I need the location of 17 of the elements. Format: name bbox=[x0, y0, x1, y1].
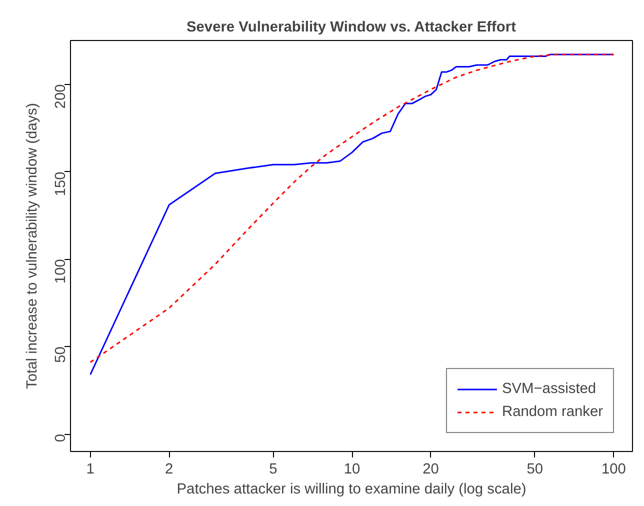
x-tick-label: 5 bbox=[269, 462, 278, 478]
y-tick-label: 0 bbox=[53, 434, 69, 442]
chart-title: Severe Vulnerability Window vs. Attacker Effort bbox=[186, 20, 516, 36]
x-tick-label: 10 bbox=[344, 462, 360, 478]
y-tick-label: 150 bbox=[53, 172, 69, 196]
x-tick-label: 100 bbox=[601, 462, 626, 478]
x-tick-label: 1 bbox=[86, 462, 94, 478]
x-axis-title: Patches attacker is willing to examine daily (log scale) bbox=[176, 482, 526, 498]
y-tick-label: 200 bbox=[53, 84, 69, 109]
legend-label: SVM−assisted bbox=[502, 381, 596, 397]
x-tick-label: 50 bbox=[526, 462, 544, 478]
x-tick-label: 20 bbox=[422, 462, 439, 478]
y-axis-title: Total increase to vulnerability window (days) bbox=[24, 103, 40, 389]
x-tick-label: 2 bbox=[165, 462, 174, 478]
y-tick-label: 100 bbox=[53, 259, 69, 284]
legend-label: Random ranker bbox=[502, 404, 603, 420]
y-tick-label: 50 bbox=[53, 346, 69, 363]
